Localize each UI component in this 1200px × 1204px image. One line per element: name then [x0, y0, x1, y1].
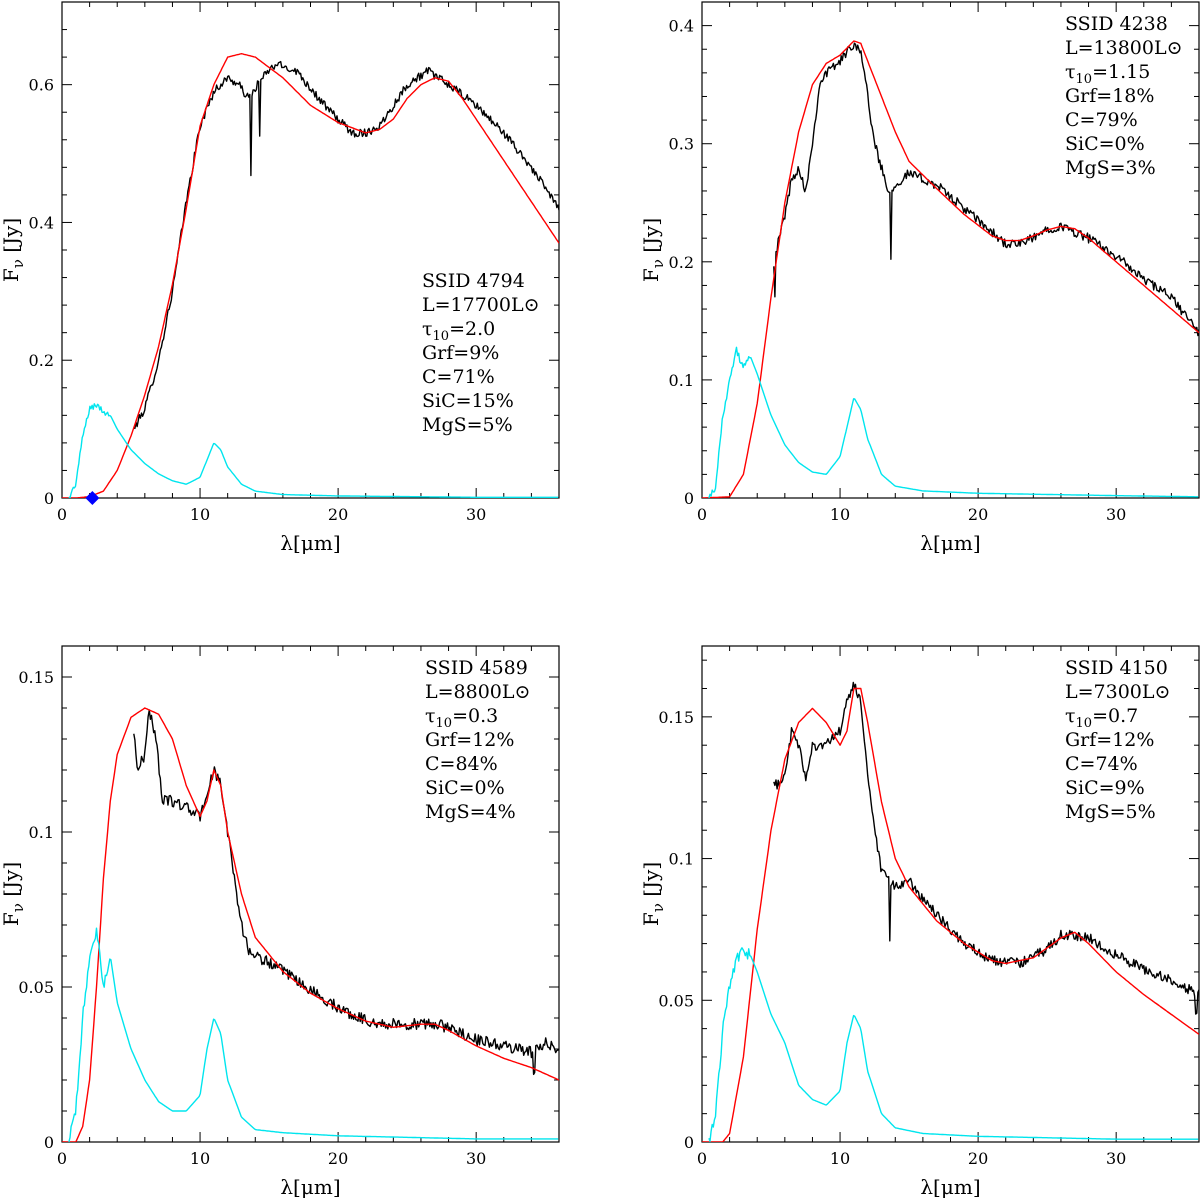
info-line: SSID 4589 — [425, 657, 528, 679]
observed-spectrum-line — [773, 42, 1199, 337]
y-tick-label: 0.1 — [29, 823, 54, 842]
info-line: L=7300L⊙ — [1065, 681, 1170, 703]
x-tick-label: 10 — [830, 505, 850, 524]
x-axis-label: λ[μm] — [920, 531, 980, 555]
x-tick-label: 10 — [190, 1149, 210, 1168]
y-tick-label: 0.05 — [18, 978, 54, 997]
y-tick-label: 0 — [44, 1133, 54, 1152]
y-tick-label: 0.3 — [669, 135, 694, 154]
info-line: τ10=0.3 — [425, 705, 498, 731]
x-tick-label: 30 — [1106, 505, 1126, 524]
info-line: SSID 4150 — [1065, 657, 1168, 679]
y-tick-label: 0.1 — [669, 850, 694, 869]
x-axis-label: λ[μm] — [280, 1175, 340, 1199]
x-tick-label: 20 — [968, 505, 988, 524]
info-line: τ10=0.7 — [1065, 705, 1138, 731]
info-line: τ10=1.15 — [1065, 61, 1150, 87]
x-tick-label: 0 — [57, 1149, 67, 1168]
info-line: MgS=4% — [425, 801, 516, 823]
photometry-point — [85, 491, 100, 505]
info-line: MgS=5% — [1065, 801, 1156, 823]
y-tick-label: 0.6 — [29, 76, 54, 95]
stellar-component-line — [708, 346, 1199, 498]
x-tick-label: 30 — [466, 505, 486, 524]
x-tick-label: 20 — [328, 1149, 348, 1168]
info-line: SiC=9% — [1065, 777, 1145, 799]
info-line: L=17700L⊙ — [422, 294, 540, 316]
y-tick-label: 0.4 — [669, 17, 694, 36]
info-line: C=84% — [425, 753, 498, 775]
info-line: SSID 4794 — [422, 270, 525, 292]
stellar-component-line — [68, 927, 559, 1142]
y-tick-label: 0.15 — [658, 708, 694, 727]
y-axis-label: Fν [Jy] — [639, 862, 667, 926]
chart-panel-bottom-left: 0 10 20 30 0 0.05 0.1 0.15 λ[μm] Fν [Jy] SSID 4589… — [0, 645, 560, 1199]
info-line: L=13800L⊙ — [1065, 37, 1183, 59]
info-line: L=8800L⊙ — [425, 681, 530, 703]
info-line: Grf=18% — [1065, 85, 1154, 107]
observed-spectrum-line — [133, 60, 559, 430]
x-tick-label: 20 — [968, 1149, 988, 1168]
info-line: SiC=15% — [422, 390, 514, 412]
model-line — [62, 53, 559, 498]
x-tick-label: 0 — [697, 1149, 707, 1168]
y-axis-label: Fν [Jy] — [639, 218, 667, 282]
info-line: SiC=0% — [425, 777, 505, 799]
info-line: τ10=2.0 — [422, 318, 495, 344]
chart-panel-bottom-right: 0 10 20 30 0 0.05 0.1 0.15 λ[μm] Fν [Jy] SSID 4150… — [639, 645, 1200, 1199]
info-line: Grf=12% — [425, 729, 514, 751]
info-line: Grf=12% — [1065, 729, 1154, 751]
info-line: C=79% — [1065, 109, 1138, 131]
x-tick-label: 30 — [1106, 1149, 1126, 1168]
y-tick-label: 0.05 — [658, 991, 694, 1010]
y-tick-label: 0 — [44, 489, 54, 508]
info-line: MgS=3% — [1065, 157, 1156, 179]
x-tick-label: 20 — [328, 505, 348, 524]
x-tick-label: 10 — [190, 505, 210, 524]
info-line: C=74% — [1065, 753, 1138, 775]
model-line — [702, 40, 1199, 498]
x-axis-label: λ[μm] — [280, 531, 340, 555]
y-tick-label: 0.2 — [29, 351, 54, 370]
info-line: C=71% — [422, 366, 495, 388]
model-line — [702, 687, 1199, 1142]
y-tick-label: 0.4 — [29, 213, 54, 232]
observed-spectrum-line — [773, 681, 1199, 1015]
x-tick-label: 0 — [57, 505, 67, 524]
info-line: SiC=0% — [1065, 133, 1145, 155]
y-tick-label: 0.2 — [669, 253, 694, 272]
y-tick-label: 0.15 — [18, 668, 54, 687]
stellar-component-line — [708, 947, 1199, 1142]
observed-spectrum-line — [133, 709, 559, 1076]
x-axis-label: λ[μm] — [920, 1175, 980, 1199]
y-tick-label: 0 — [684, 489, 694, 508]
x-tick-label: 30 — [466, 1149, 486, 1168]
x-tick-label: 10 — [830, 1149, 850, 1168]
model-line — [62, 707, 559, 1142]
info-line: Grf=9% — [422, 342, 499, 364]
y-tick-label: 0.1 — [669, 371, 694, 390]
x-tick-label: 0 — [697, 505, 707, 524]
info-line: SSID 4238 — [1065, 13, 1168, 35]
y-axis-label: Fν [Jy] — [0, 218, 27, 282]
info-line: MgS=5% — [422, 414, 513, 436]
chart-panel-top-left: 0 10 20 30 0 0.2 0.4 0.6 λ[μm] Fν [Jy] SSID 4794L=… — [0, 1, 560, 555]
stellar-component-line — [68, 403, 559, 498]
y-tick-label: 0 — [684, 1133, 694, 1152]
y-axis-label: Fν [Jy] — [0, 862, 27, 926]
chart-panel-top-right: 0 10 20 30 0 0.1 0.2 0.3 0.4 λ[μm] Fν [Jy] SSID 423… — [639, 1, 1200, 555]
